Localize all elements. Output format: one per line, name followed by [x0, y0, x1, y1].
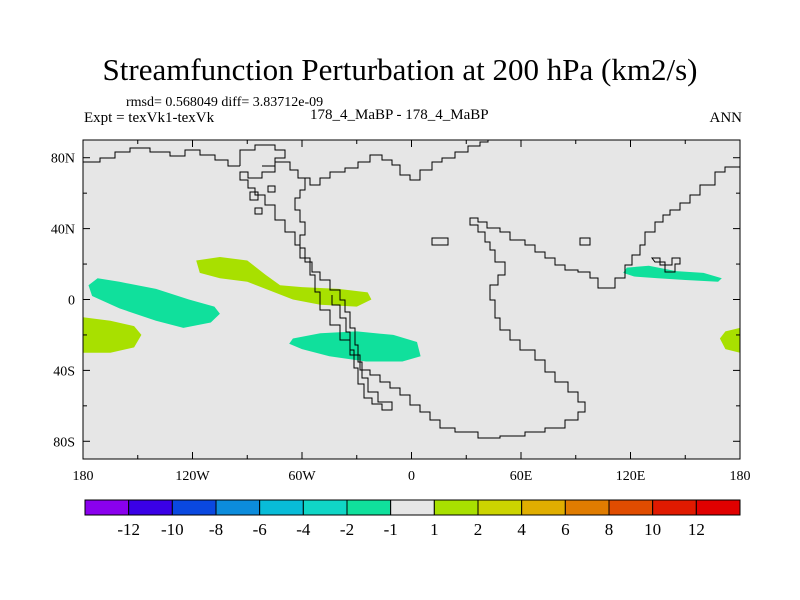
colorbar-swatch: [521, 499, 566, 516]
y-tick-label: 80N: [51, 152, 75, 167]
colorbar-swatch: [477, 499, 523, 516]
x-tick-label: 120W: [175, 469, 210, 484]
coastlines: [83, 139, 741, 439]
y-tick-label: 40S: [53, 364, 75, 379]
x-tick-label: 180: [73, 469, 94, 484]
y-tick-label: 80S: [53, 435, 75, 450]
contour-feature-2: [83, 317, 142, 353]
colorbar-label: -1: [384, 520, 398, 539]
coastline-americas-2: [294, 177, 393, 411]
y-tick-label: 40N: [51, 223, 75, 238]
colorbar-swatch: [564, 499, 610, 516]
colorbar-swatch: [695, 499, 741, 516]
colorbar-label: -2: [340, 520, 354, 539]
colorbar-label: 10: [644, 520, 661, 539]
colorbar-label: 8: [605, 520, 614, 539]
coastline-island-2: [254, 207, 263, 215]
colorbar-label: -8: [209, 520, 223, 539]
experiment-label: Expt = texVk1-texVk: [84, 110, 215, 126]
case-label: 178_4_MaBP - 178_4_MaBP: [310, 107, 489, 123]
colorbar-swatch: [171, 499, 217, 516]
coastline-eurasia-africa: [239, 139, 741, 439]
contour-feature-1: [88, 278, 220, 328]
contour-feature-4: [289, 331, 421, 362]
map-background: [83, 140, 740, 459]
colorbar-swatch: [84, 499, 130, 516]
colorbar-label: -12: [117, 520, 140, 539]
coastline-island-1: [249, 191, 259, 201]
coastline-island-5: [579, 237, 591, 246]
colorbar-swatch: [608, 499, 654, 516]
colorbar-label: 6: [561, 520, 570, 539]
x-tick-label: 120E: [616, 469, 646, 484]
season-label: ANN: [709, 110, 743, 126]
colorbar-label: -10: [161, 520, 184, 539]
colorbar-swatch: [346, 499, 392, 516]
colorbar-label: -4: [296, 520, 311, 539]
chart-subtitle: rmsd= 0.568049 diff= 3.83712e-09: [126, 95, 324, 110]
x-tick-label: 60W: [288, 469, 316, 484]
y-tick-label: 0: [68, 294, 75, 309]
colorbar-swatch: [128, 499, 173, 516]
colorbar-label: 2: [474, 520, 483, 539]
contour-feature-6: [719, 327, 740, 353]
coastline-japan: [651, 257, 681, 273]
x-tick-label: 0: [408, 469, 415, 484]
colorbar-swatch: [433, 499, 479, 516]
coastline-greenland: [239, 144, 286, 167]
colorbar-swatch: [259, 499, 304, 516]
coastline-americas: [83, 147, 240, 167]
colorbar-swatch: [302, 499, 348, 516]
x-tick-label: 60E: [510, 469, 533, 484]
colorbar-swatch: [390, 499, 435, 516]
colorbar-label: 4: [517, 520, 526, 539]
chart-title: Streamfunction Perturbation at 200 hPa (…: [102, 52, 698, 87]
colorbar-label: 12: [688, 520, 705, 539]
colorbar-swatch: [652, 499, 697, 516]
contour-feature-5: [623, 265, 722, 282]
contour-feature-3: [196, 257, 372, 307]
colorbar-label: -6: [253, 520, 267, 539]
coastline-island-3: [267, 185, 276, 193]
colorbar-swatch: [215, 499, 261, 516]
coastline-island-4: [431, 237, 449, 246]
colorbar-label: 1: [430, 520, 439, 539]
x-tick-label: 180: [730, 469, 751, 484]
